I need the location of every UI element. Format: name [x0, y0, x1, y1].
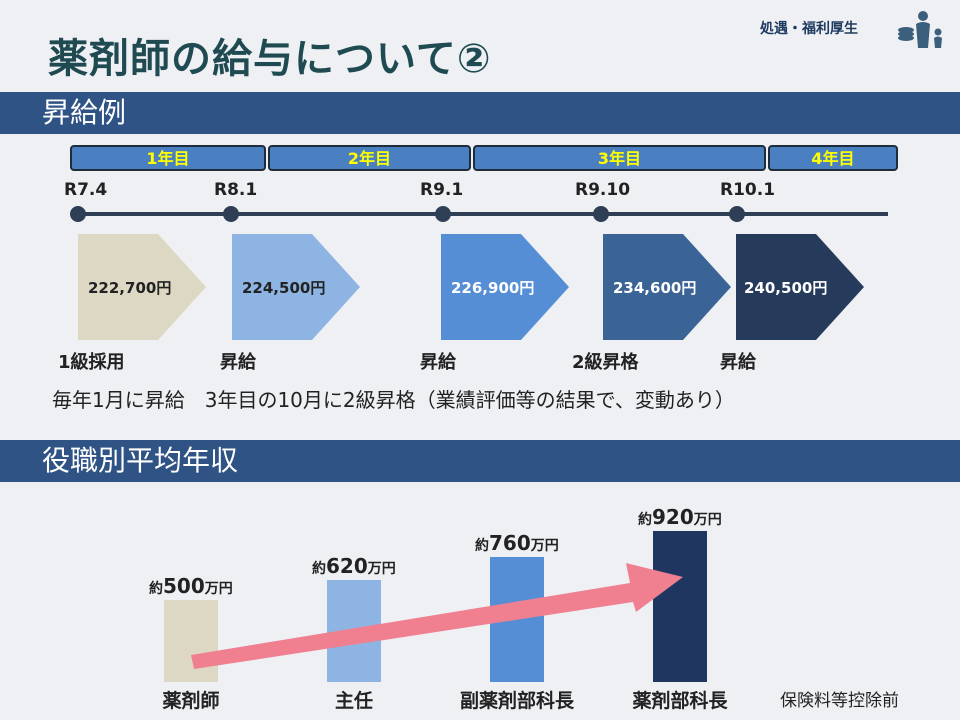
section-band-salary-example: 昇給例	[0, 92, 960, 134]
salary-value: 234,600円	[613, 279, 697, 297]
category-label: 処遇・福利厚生	[760, 21, 858, 37]
date-label: R7.4	[64, 180, 108, 200]
step-label: 昇給	[420, 352, 456, 373]
income-bar	[490, 557, 544, 682]
income-value-label: 約500万円	[149, 574, 233, 598]
date-label: R9.10	[575, 180, 631, 200]
timeline-dot	[435, 206, 451, 222]
category-label: 副薬剤部科長	[460, 690, 575, 712]
page-title: 薬剤師の給与について②	[48, 36, 492, 82]
timeline-line	[78, 212, 888, 216]
salary-value: 224,500円	[242, 279, 326, 297]
step-label: 昇給	[220, 352, 256, 373]
salary-arrow-3: 226,900円	[441, 234, 571, 340]
year-box-2: 2年目	[268, 145, 471, 171]
income-value-label: 約920万円	[638, 505, 722, 530]
date-label: R9.1	[420, 180, 464, 200]
income-value-label: 約620万円	[312, 554, 396, 579]
category-label: 薬剤部科長	[632, 690, 728, 712]
salary-arrow-5: 240,500円	[736, 234, 866, 340]
timeline-dot	[223, 206, 239, 222]
timeline-dot	[593, 206, 609, 222]
income-value-label: 約760万円	[475, 531, 559, 556]
footnote: 保険料等控除前	[780, 691, 899, 711]
year-box-4: 4年目	[768, 145, 898, 171]
timeline-dot	[70, 206, 86, 222]
raise-note: 毎年1月に昇給 3年目の10月に2級昇格（業績評価等の結果で、変動あり）	[52, 388, 735, 412]
year-box-3: 3年目	[473, 145, 766, 171]
salary-value: 222,700円	[88, 279, 172, 297]
salary-arrow-1: 222,700円	[78, 234, 208, 340]
parent-child-coins-icon	[898, 11, 942, 48]
date-label: R10.1	[720, 180, 776, 200]
income-bar	[653, 531, 707, 682]
category-label: 薬剤師	[162, 690, 220, 712]
category-label: 主任	[335, 690, 374, 712]
step-label: 2級昇格	[572, 352, 639, 373]
salary-value: 226,900円	[451, 279, 535, 297]
date-label: R8.1	[214, 180, 258, 200]
step-label: 昇給	[720, 352, 756, 373]
salary-value: 240,500円	[744, 279, 828, 297]
step-label: 1級採用	[58, 352, 125, 373]
section-band-average-income: 役職別平均年収	[0, 440, 960, 482]
year-box-1: 1年目	[70, 145, 266, 171]
salary-arrow-2: 224,500円	[232, 234, 362, 340]
income-bar	[327, 580, 381, 682]
income-bar	[164, 600, 218, 682]
salary-arrow-4: 234,600円	[603, 234, 733, 340]
trend-arrow-shape	[191, 563, 683, 669]
timeline-dot	[729, 206, 745, 222]
